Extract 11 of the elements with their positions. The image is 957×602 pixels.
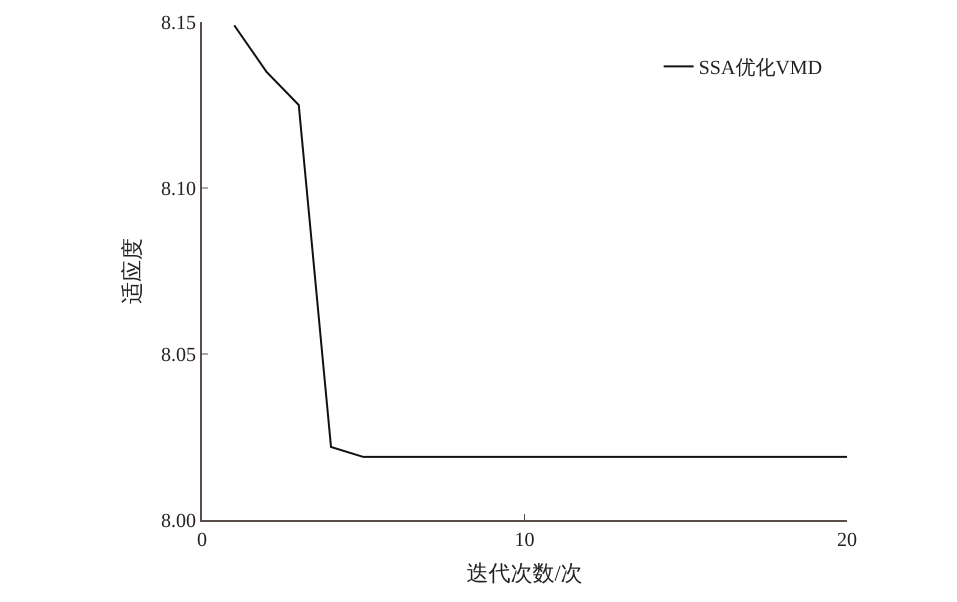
y-tick-label: 8.15 (161, 12, 196, 34)
line-series (233, 24, 847, 458)
y-tick-label: 8.00 (161, 510, 196, 532)
y-tick-label: 8.10 (161, 178, 196, 200)
x-axis-title: 迭代次数/次 (466, 560, 583, 586)
x-tick-label: 0 (197, 529, 207, 551)
y-axis-title: 适应度 (119, 238, 144, 304)
x-tick-label: 10 (514, 529, 534, 551)
x-tick-label: 20 (837, 529, 857, 551)
y-tick-label: 8.05 (161, 344, 196, 366)
legend-label: SSA优化VMD (698, 57, 822, 80)
